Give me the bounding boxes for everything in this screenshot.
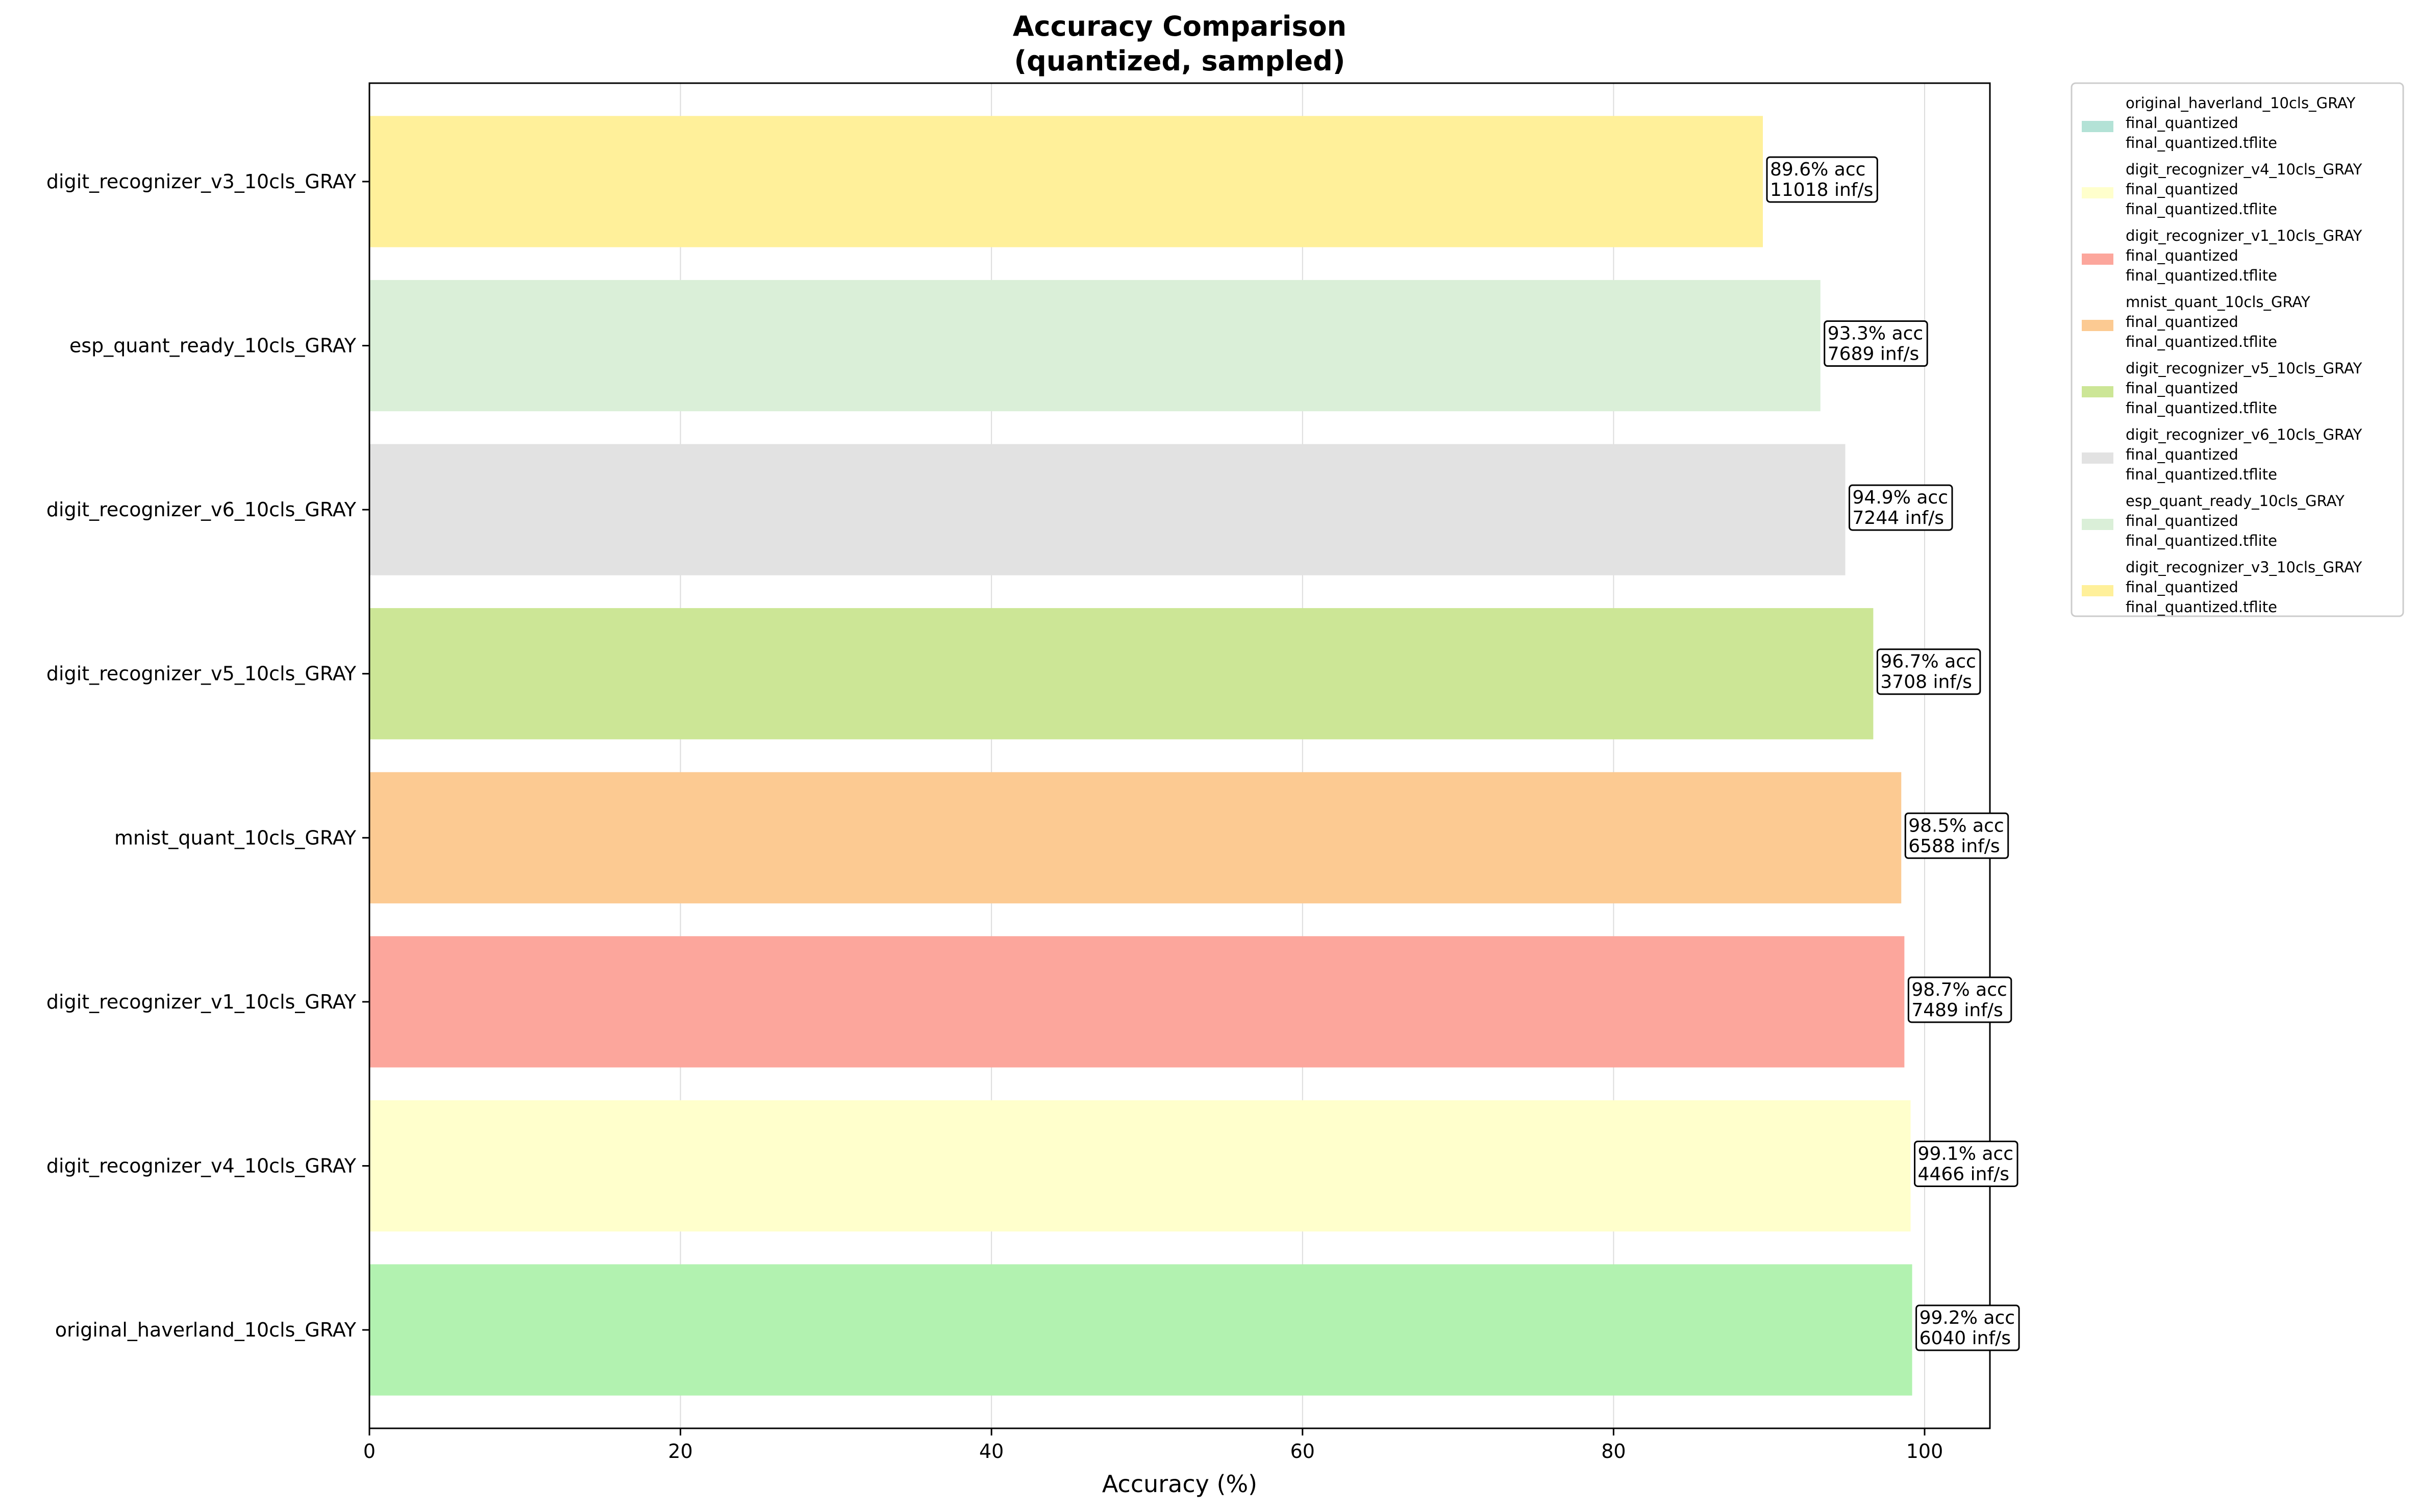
bar-label-accuracy: 94.9% acc	[1853, 487, 1948, 508]
y-axis: original_haverland_10cls_GRAY digit_recog…	[46, 170, 369, 1341]
legend-swatch	[2082, 585, 2113, 596]
x-tick-label: 40	[979, 1440, 1004, 1463]
bar-label-box	[1824, 320, 1928, 367]
legend-entry-text: mnist_quant_10cls_GRAY	[2126, 293, 2310, 311]
legend-entry-text: final_quantized	[2126, 313, 2238, 331]
legend-entry-text: final_quantized.tflite	[2126, 200, 2277, 218]
bar-label-box	[1849, 484, 1953, 531]
x-tick-label: 60	[1290, 1440, 1315, 1463]
y-tick-label: esp_quant_ready_10cls_GRAY	[69, 335, 357, 357]
bar-label-box	[1915, 1304, 2020, 1351]
bar-label-throughput: 3708 inf/s	[1880, 672, 1972, 693]
bars	[369, 116, 1912, 1396]
y-tick-label: digit_recognizer_v5_10cls_GRAY	[46, 663, 357, 685]
bar-label-throughput: 7244 inf/s	[1853, 508, 1944, 528]
y-tick-label: digit_recognizer_v1_10cls_GRAY	[46, 991, 357, 1013]
bar-label-accuracy: 98.7% acc	[1911, 979, 2007, 1000]
y-tick-label: mnist_quant_10cls_GRAY	[114, 826, 357, 849]
bar-digit_recognizer_v1_10cls_GRAY	[369, 936, 1905, 1068]
x-tick-label: 80	[1601, 1440, 1626, 1463]
bar-label-throughput: 7489 inf/s	[1911, 1000, 2003, 1021]
bar-label-accuracy: 93.3% acc	[1828, 323, 1923, 344]
chart-title: Accuracy Comparison	[1013, 10, 1347, 42]
legend-entry-text: original_haverland_10cls_GRAY	[2126, 94, 2356, 112]
bar-label-accuracy: 89.6% acc	[1770, 159, 1865, 180]
legend-entry-text: final_quantized.tflite	[2126, 466, 2277, 483]
legend-entry-text: final_quantized	[2126, 446, 2238, 463]
bar-label-accuracy: 99.1% acc	[1918, 1143, 2013, 1164]
legend: original_haverland_10cls_GRAY final_quant…	[2071, 82, 2404, 617]
x-tick-label: 20	[668, 1440, 692, 1463]
legend-entry-text: digit_recognizer_v1_10cls_GRAY	[2126, 227, 2362, 244]
chart-subtitle: (quantized, sampled)	[1014, 45, 1345, 77]
bar-esp_quant_ready_10cls_GRAY	[369, 280, 1821, 412]
bar-label-accuracy: 99.2% acc	[1920, 1307, 2015, 1328]
legend-entry-text: final_quantized	[2126, 114, 2238, 132]
y-tick-label: digit_recognizer_v3_10cls_GRAY	[46, 170, 357, 193]
legend-entry-text: final_quantized	[2126, 380, 2238, 397]
bar-label-box	[1904, 812, 2009, 859]
y-tick-label: original_haverland_10cls_GRAY	[55, 1319, 357, 1341]
legend-swatch	[2082, 254, 2113, 265]
bar-digit_recognizer_v6_10cls_GRAY	[369, 444, 1846, 575]
bar-label-throughput: 6588 inf/s	[1908, 836, 2000, 856]
legend-entry-text: final_quantized.tflite	[2126, 267, 2277, 284]
legend-swatch	[2082, 519, 2113, 530]
legend-entry-text: final_quantized.tflite	[2126, 598, 2277, 616]
legend-entry-text: final_quantized.tflite	[2126, 134, 2277, 152]
bar-label-throughput: 7689 inf/s	[1828, 344, 1919, 365]
bar-label-box	[1914, 1140, 2018, 1187]
y-tick-label: digit_recognizer_v4_10cls_GRAY	[46, 1154, 357, 1177]
bar-label-box	[1766, 156, 1878, 203]
x-axis: 0 20 40 60 80 100	[363, 1428, 1943, 1463]
legend-entry-text: final_quantized	[2126, 578, 2238, 596]
legend-entry-text: final_quantized.tflite	[2126, 532, 2277, 549]
legend-entry-text: digit_recognizer_v6_10cls_GRAY	[2126, 426, 2362, 443]
bar-label-box	[1907, 976, 2012, 1023]
legend-box	[2071, 82, 2404, 617]
legend-entry-text: digit_recognizer_v5_10cls_GRAY	[2126, 360, 2362, 377]
bar-mnist_quant_10cls_GRAY	[369, 772, 1902, 903]
legend-entry-text: final_quantized.tflite	[2126, 333, 2277, 350]
legend-swatch	[2082, 386, 2113, 397]
bar-original_haverland_10cls_GRAY	[369, 1264, 1912, 1396]
bar-label-box	[1876, 648, 1981, 695]
y-tick-label: digit_recognizer_v6_10cls_GRAY	[46, 498, 357, 521]
bar-digit_recognizer_v5_10cls_GRAY	[369, 608, 1874, 740]
x-tick-label: 100	[1906, 1440, 1943, 1463]
legend-entry-text: final_quantized	[2126, 512, 2238, 530]
legend-entry-text: final_quantized.tflite	[2126, 399, 2277, 417]
bar-digit_recognizer_v3_10cls_GRAY	[369, 116, 1763, 247]
legend-entry-text: final_quantized	[2126, 247, 2238, 264]
legend-entry-text: digit_recognizer_v4_10cls_GRAY	[2126, 161, 2362, 178]
x-tick-label: 0	[363, 1440, 376, 1463]
legend-entry-text: digit_recognizer_v3_10cls_GRAY	[2126, 559, 2362, 576]
legend-entry-text: esp_quant_ready_10cls_GRAY	[2126, 492, 2345, 510]
bar-label-throughput: 4466 inf/s	[1918, 1164, 2009, 1185]
bar-digit_recognizer_v4_10cls_GRAY	[369, 1100, 1911, 1232]
legend-swatch	[2082, 320, 2113, 331]
x-axis-title: Accuracy (%)	[1102, 1470, 1257, 1498]
bar-label-throughput: 6040 inf/s	[1920, 1328, 2011, 1349]
plot-frame	[368, 82, 1991, 1429]
legend-entry-text: final_quantized	[2126, 181, 2238, 198]
legend-swatch	[2082, 452, 2113, 464]
bar-label-accuracy: 98.5% acc	[1908, 815, 2004, 836]
legend-swatch	[2082, 187, 2113, 198]
bar-label-accuracy: 96.7% acc	[1880, 651, 1976, 672]
legend-swatch	[2082, 121, 2113, 132]
bar-label-throughput: 11018 inf/s	[1770, 180, 1873, 200]
